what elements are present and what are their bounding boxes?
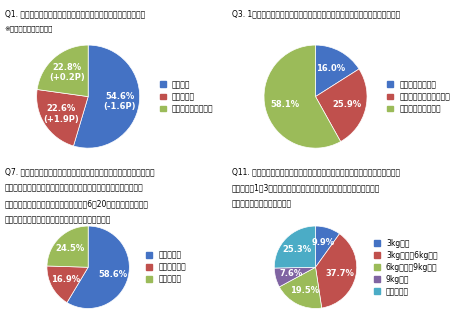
Text: 22.8%
(+0.2P): 22.8% (+0.2P) bbox=[49, 63, 85, 82]
Text: Q7. 加計問題、森友問題、自衛隊日報問題、さらに厚生労働省の労働: Q7. 加計問題、森友問題、自衛隊日報問題、さらに厚生労働省の労働 bbox=[5, 167, 154, 176]
Wedge shape bbox=[315, 234, 356, 308]
Wedge shape bbox=[67, 226, 129, 308]
Text: と明らかになっています。安倍首相は、6月20日の通常国会閉会ま: と明らかになっています。安倍首相は、6月20日の通常国会閉会ま bbox=[5, 200, 148, 209]
Wedge shape bbox=[47, 266, 88, 303]
Text: ※（）内は前月比の増減: ※（）内は前月比の増減 bbox=[5, 26, 53, 33]
Text: 16.0%: 16.0% bbox=[316, 64, 345, 73]
Text: 58.1%: 58.1% bbox=[269, 100, 299, 109]
Wedge shape bbox=[263, 45, 340, 148]
Text: で政権を維持できると考えますか、考えませんか。: で政権を維持できると考えますか、考えませんか。 bbox=[5, 216, 111, 225]
Wedge shape bbox=[37, 90, 88, 146]
Text: 時間調査改さんなど、安倍政権の足元を揺るがす問題が次から次へ: 時間調査改さんなど、安倍政権の足元を揺るがす問題が次から次へ bbox=[5, 184, 143, 193]
Text: 22.6%
(+1.9P): 22.6% (+1.9P) bbox=[44, 104, 79, 124]
Wedge shape bbox=[274, 226, 315, 268]
Wedge shape bbox=[315, 69, 366, 142]
Text: Q11. ランドセルが重くなりすぎて、腰痛を訴える子どもも出てきています。: Q11. ランドセルが重くなりすぎて、腰痛を訴える子どもも出てきています。 bbox=[232, 167, 399, 176]
Text: Q1. いま、あなたは安倍内閣を支持しますか、支持しませんか。: Q1. いま、あなたは安倍内閣を支持しますか、支持しませんか。 bbox=[5, 10, 144, 19]
Wedge shape bbox=[47, 226, 88, 267]
Text: 24.5%: 24.5% bbox=[56, 244, 85, 253]
Text: 25.9%: 25.9% bbox=[331, 100, 360, 109]
Text: Q3. 1年前と比べて、あなたの今の暮らし向きはどう変わったと感じますか。: Q3. 1年前と比べて、あなたの今の暮らし向きはどう変わったと感じますか。 bbox=[232, 10, 400, 19]
Text: 16.9%: 16.9% bbox=[51, 275, 80, 284]
Wedge shape bbox=[315, 226, 339, 267]
Legend: ゆとりが出てきた, ゆとりがなくなってきた, どちらとも言えない: ゆとりが出てきた, ゆとりがなくなってきた, どちらとも言えない bbox=[386, 79, 450, 114]
Text: いま、小学1～3年生の荷物は、平均してどれくらい重いランドセルを: いま、小学1～3年生の荷物は、平均してどれくらい重いランドセルを bbox=[232, 184, 380, 193]
Legend: 支持する, 支持しない, どちらとも言えない: 支持する, 支持しない, どちらとも言えない bbox=[159, 79, 214, 114]
Legend: 維持できる, 維持できない, わからない: 維持できる, 維持できない, わからない bbox=[145, 250, 187, 285]
Wedge shape bbox=[279, 267, 321, 308]
Text: 58.6%: 58.6% bbox=[98, 270, 127, 279]
Text: 7.6%: 7.6% bbox=[279, 269, 302, 278]
Text: 37.7%: 37.7% bbox=[325, 269, 354, 278]
Text: 9.9%: 9.9% bbox=[311, 238, 334, 247]
Wedge shape bbox=[37, 45, 88, 97]
Wedge shape bbox=[73, 45, 139, 148]
Text: 月負っていると思いますか。: 月負っていると思いますか。 bbox=[232, 200, 292, 209]
Text: 19.5%: 19.5% bbox=[289, 286, 318, 295]
Wedge shape bbox=[315, 45, 358, 97]
Legend: 3kg未満, 3kg以上～6kg未満, 6kg以上～9kg未満, 9kg以上, わからない: 3kg未満, 3kg以上～6kg未満, 6kg以上～9kg未満, 9kg以上, … bbox=[372, 238, 438, 297]
Text: 25.3%: 25.3% bbox=[282, 245, 311, 254]
Text: 54.6%
(-1.6P): 54.6% (-1.6P) bbox=[103, 91, 136, 111]
Wedge shape bbox=[274, 267, 315, 287]
